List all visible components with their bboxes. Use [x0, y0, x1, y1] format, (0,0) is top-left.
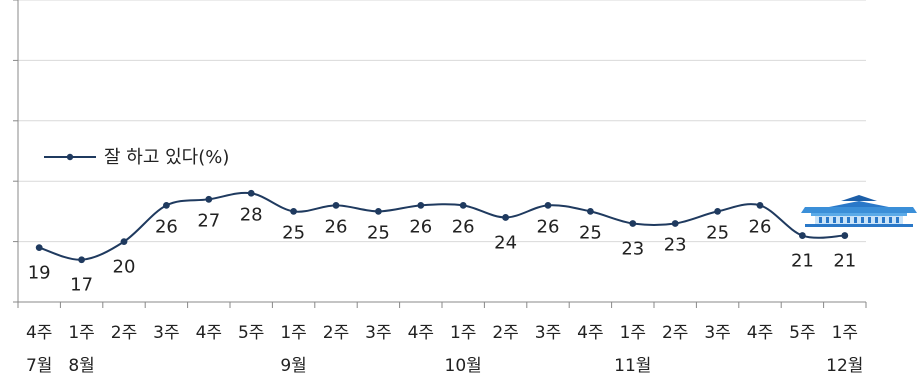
- x-tick-label: 3주: [365, 323, 391, 343]
- x-month-label: 11월: [614, 356, 651, 376]
- x-month-label: 7월: [26, 356, 52, 376]
- data-labels: 19 17 20 26 27 28 25 26 25 26 26 24 26 25 23 23 25 26 21 21: [28, 204, 857, 295]
- x-tick-label: 2주: [492, 323, 518, 343]
- data-point: [35, 244, 43, 252]
- legend-marker: [66, 153, 74, 161]
- data-point: [332, 201, 340, 209]
- series-layer: [35, 189, 849, 264]
- data-label: 26: [537, 216, 560, 237]
- data-label: 26: [325, 216, 348, 237]
- data-label: 20: [113, 257, 136, 278]
- legend: 잘 하고 있다(%): [44, 147, 229, 168]
- data-point: [205, 195, 213, 203]
- x-month-label: 9월: [280, 356, 306, 376]
- axes: [13, 0, 867, 308]
- x-tick-label: 1주: [450, 323, 476, 343]
- data-label: 17: [70, 275, 93, 296]
- data-label: 25: [282, 222, 305, 243]
- data-label: 24: [494, 232, 517, 253]
- data-label: 26: [452, 216, 475, 237]
- data-point: [375, 208, 382, 215]
- data-label: 23: [621, 238, 644, 259]
- data-point: [502, 214, 509, 221]
- x-tick-label: 1주: [832, 323, 858, 343]
- data-point: [120, 238, 128, 246]
- data-label: 19: [28, 263, 51, 284]
- x-tick-label: 4주: [196, 323, 222, 343]
- legend-label: 잘 하고 있다(%): [104, 147, 229, 168]
- data-point: [417, 201, 425, 209]
- x-tick-label: 3주: [535, 323, 561, 343]
- data-label: 25: [579, 222, 602, 243]
- data-label: 26: [749, 216, 772, 237]
- data-point: [587, 208, 594, 215]
- blue-house-building-icon: [801, 195, 917, 227]
- data-label: 23: [664, 234, 687, 255]
- data-point: [290, 208, 297, 215]
- x-tick-label: 3주: [704, 323, 730, 343]
- data-label: 25: [367, 222, 390, 243]
- data-point: [671, 220, 679, 227]
- x-month-label: 8월: [68, 356, 94, 376]
- series-line: [38, 191, 845, 261]
- x-tick-label: 4주: [577, 323, 603, 343]
- data-point: [544, 201, 552, 209]
- x-month-label: 10월: [445, 356, 482, 376]
- x-tick-label: 3주: [153, 323, 179, 343]
- data-point: [459, 201, 467, 209]
- x-tick-label: 5주: [789, 323, 815, 343]
- x-tick-label: 2주: [111, 323, 137, 343]
- x-tick-label: 4주: [747, 323, 773, 343]
- data-point: [78, 256, 85, 264]
- data-label: 27: [197, 210, 220, 231]
- x-tick-label: 4주: [26, 323, 52, 343]
- x-tick-label: 1주: [620, 323, 646, 343]
- data-point: [841, 232, 849, 239]
- data-label: 28: [240, 204, 263, 225]
- data-point: [714, 208, 721, 215]
- data-label: 21: [833, 251, 856, 272]
- data-point: [247, 189, 255, 197]
- data-point: [163, 201, 170, 209]
- data-point: [629, 220, 637, 227]
- data-point: [756, 201, 764, 209]
- data-label: 26: [409, 216, 432, 237]
- data-point: [799, 232, 806, 239]
- x-tick-label: 2주: [662, 323, 688, 343]
- x-tick-label: 5주: [238, 323, 264, 343]
- x-tick-label: 1주: [68, 323, 94, 343]
- data-label: 21: [791, 251, 814, 272]
- x-tick-label: 2주: [323, 323, 349, 343]
- x-month-label: 12월: [826, 356, 863, 376]
- data-label: 26: [155, 216, 178, 237]
- data-label: 25: [706, 222, 729, 243]
- x-axis-ticks: 4주 7월 1주 8월 2주 3주 4주 5주 1주 9월 2주 3주 4주 1주 10월 2주 3주 4주 1주 1…: [26, 323, 863, 376]
- x-tick-label: 1주: [280, 323, 306, 343]
- x-tick-label: 4주: [408, 323, 434, 343]
